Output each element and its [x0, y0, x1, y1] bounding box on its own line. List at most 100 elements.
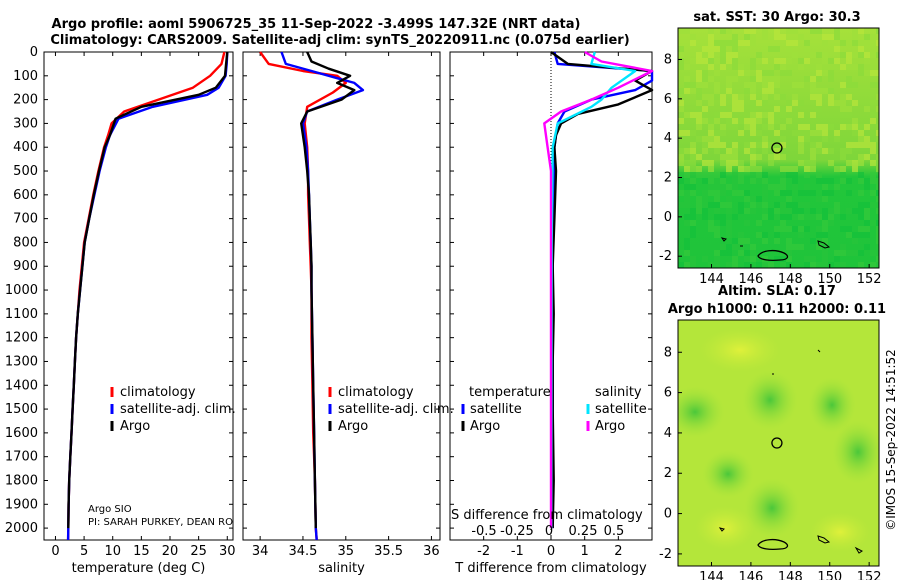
sst-cell: [876, 82, 879, 88]
sst-cell: [744, 88, 750, 94]
sst-cell: [876, 250, 879, 256]
sst-cell: [816, 76, 822, 82]
sst-cell: [702, 70, 708, 76]
sst-cell: [864, 244, 870, 250]
sst-cell: [786, 100, 792, 106]
sst-cell: [876, 106, 879, 112]
sst-cell: [852, 28, 858, 34]
sst-cell: [762, 34, 768, 40]
sst-cell: [828, 208, 834, 214]
sst-cell: [684, 184, 690, 190]
sst-cell: [798, 202, 804, 208]
sst-cell: [750, 178, 756, 184]
sst-cell: [696, 94, 702, 100]
sst-cell: [870, 148, 876, 154]
sst-cell: [726, 244, 732, 250]
sst-cell: [732, 46, 738, 52]
sst-cell: [720, 244, 726, 250]
sst-cell: [858, 70, 864, 76]
map-y-tick-label: 6: [664, 92, 672, 107]
sst-cell: [786, 256, 792, 262]
sst-cell: [738, 232, 744, 238]
sst-cell: [744, 208, 750, 214]
sst-cell: [732, 244, 738, 250]
sst-cell: [696, 196, 702, 202]
sst-cell: [738, 130, 744, 136]
sst-cell: [774, 94, 780, 100]
sst-cell: [750, 160, 756, 166]
sst-cell: [810, 82, 816, 88]
x-tick-label: 10: [104, 544, 121, 559]
sst-cell: [822, 88, 828, 94]
sst-cell: [786, 262, 792, 268]
sst-cell: [714, 130, 720, 136]
sst-cell: [702, 94, 708, 100]
sst-cell: [762, 202, 768, 208]
sst-cell: [828, 160, 834, 166]
sst-map-frame: [677, 27, 880, 269]
sst-cell: [762, 136, 768, 142]
sst-cell: [774, 34, 780, 40]
sst-cell: [780, 178, 786, 184]
sst-cell: [822, 244, 828, 250]
map-y-tick-label: 0: [664, 507, 672, 522]
sst-cell: [792, 28, 798, 34]
sst-cell: [876, 232, 879, 238]
sst-cell: [756, 118, 762, 124]
sst-cell: [870, 118, 876, 124]
sst-cell: [834, 136, 840, 142]
y-tick-label: 1400: [5, 378, 38, 393]
sst-cell: [738, 250, 744, 256]
secondary-tick-label: 0.25: [569, 524, 598, 539]
sst-cell: [822, 238, 828, 244]
sst-cell: [678, 28, 684, 34]
sst-cell: [774, 106, 780, 112]
sst-cell: [774, 214, 780, 220]
sst-cell: [678, 148, 684, 154]
sla-map-subtitle: Argo h1000: 0.11 h2000: 0.11: [668, 302, 886, 317]
sst-cell: [732, 184, 738, 190]
sst-cell: [816, 106, 822, 112]
sst-cell: [678, 106, 684, 112]
sst-cell: [756, 100, 762, 106]
sst-cell: [774, 256, 780, 262]
sst-cell: [732, 100, 738, 106]
sst-cell: [714, 184, 720, 190]
sst-cell: [804, 256, 810, 262]
sst-cell: [798, 112, 804, 118]
sst-cell: [708, 202, 714, 208]
sst-cell: [870, 70, 876, 76]
sst-cell: [702, 106, 708, 112]
sst-cell: [858, 214, 864, 220]
sst-cell: [750, 166, 756, 172]
difference-panel: -2 -1 0 1 2 T difference from climatology: [449, 50, 654, 576]
sst-cell: [714, 172, 720, 178]
sla-field-blob: [810, 512, 870, 552]
sst-cell: [810, 262, 816, 268]
sst-cell: [816, 88, 822, 94]
sst-cell: [696, 82, 702, 88]
sst-cell: [762, 70, 768, 76]
sst-cell: [756, 112, 762, 118]
sst-cell: [726, 40, 732, 46]
sla-map-axes: 144 146 148 150 152 8 6 4 2 0 -2: [659, 345, 882, 580]
sst-cell: [720, 28, 726, 34]
sst-cell: [876, 130, 879, 136]
sst-cell: [870, 52, 876, 58]
x-tick-label: 34: [252, 544, 269, 559]
sst-cell: [714, 250, 720, 256]
sst-cell: [732, 58, 738, 64]
sst-cell: [870, 142, 876, 148]
sst-cell: [804, 130, 810, 136]
sst-cell: [768, 214, 774, 220]
map-x-tick-label: 144: [699, 272, 724, 287]
sst-cell: [810, 256, 816, 262]
sst-cell: [744, 196, 750, 202]
sst-cell: [822, 178, 828, 184]
sst-cell: [816, 262, 822, 268]
sst-cell: [780, 136, 786, 142]
sla-field-blob: [700, 328, 780, 372]
sst-cell: [684, 250, 690, 256]
sst-cell: [750, 250, 756, 256]
sst-cell: [726, 220, 732, 226]
